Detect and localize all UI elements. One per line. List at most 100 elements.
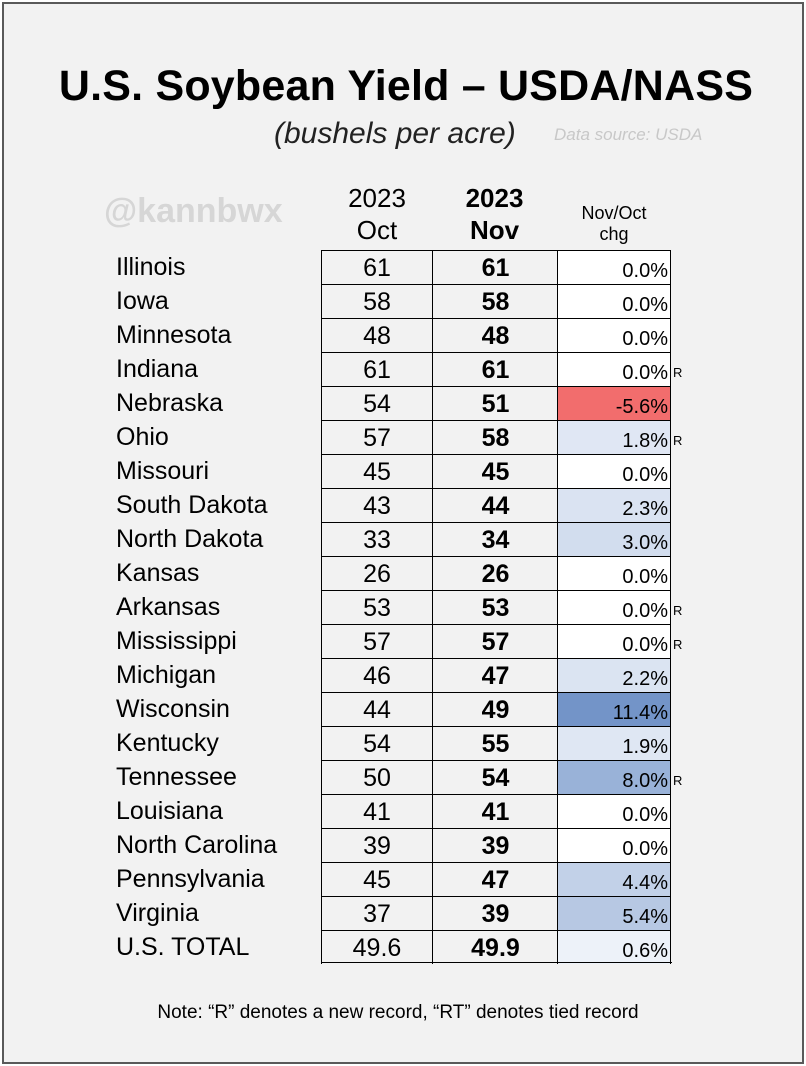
cell-change-pct: -5.6% [557,386,671,420]
cell-nov-yield: 47 [432,658,558,692]
table-row: Virginia 37 39 5.4% [0,896,700,930]
table-row: Illinois 61 61 0.0% [0,250,700,284]
cell-oct-yield: 37 [321,896,432,930]
table-row: Pennsylvania 45 47 4.4% [0,862,700,896]
column-header-nov-year: 2023 [465,183,524,213]
table-row: Iowa 58 58 0.0% [0,284,700,318]
cell-nov-yield: 39 [432,896,558,930]
cell-oct-yield: 43 [321,488,432,522]
cell-change-pct: 2.2% [557,658,671,692]
cell-oct-yield: 57 [321,624,432,658]
column-header-change-line1: Nov/Oct [581,203,647,223]
table-row: Mississippi 57 57 0.0% R [0,624,700,658]
cell-change-pct: 0.0% [557,352,671,386]
record-marker: R [673,433,683,448]
row-state-label: Nebraska [116,389,223,417]
cell-nov-yield: 47 [432,862,558,896]
cell-oct-yield: 45 [321,862,432,896]
row-state-label: Kentucky [116,729,219,757]
data-source-label: Data source: USDA [554,125,703,144]
cell-nov-yield: 44 [432,488,558,522]
table-row: Nebraska 54 51 -5.6% [0,386,700,420]
cell-change-pct: 0.0% [557,624,671,658]
table-row: North Carolina 39 39 0.0% [0,828,700,862]
row-state-label: U.S. TOTAL [116,933,250,961]
table-row: Michigan 46 47 2.2% [0,658,700,692]
row-state-label: Kansas [116,559,200,587]
table-row: North Dakota 33 34 3.0% [0,522,700,556]
cell-change-pct: 0.0% [557,794,671,828]
cell-change-pct: 0.0% [557,828,671,862]
table-row: Louisiana 41 41 0.0% [0,794,700,828]
row-state-label: North Dakota [116,525,264,553]
column-header-nov: 2023 Nov [432,182,557,246]
cell-change-pct: 11.4% [557,692,671,726]
cell-change-pct: 5.4% [557,896,671,930]
cell-oct-yield: 58 [321,284,432,318]
row-state-label: Ohio [116,423,169,451]
row-state-label: Iowa [116,287,169,315]
cell-nov-yield: 48 [432,318,558,352]
cell-nov-yield: 57 [432,624,558,658]
table-row: Minnesota 48 48 0.0% [0,318,700,352]
row-state-label: Pennsylvania [116,865,265,893]
cell-oct-yield: 26 [321,556,432,590]
cell-change-pct: 0.0% [557,318,671,352]
row-state-label: Arkansas [116,593,221,621]
cell-oct-yield: 41 [321,794,432,828]
author-handle-watermark: @kannbwx [104,192,283,230]
cell-nov-yield: 39 [432,828,558,862]
table-row: Kentucky 54 55 1.9% [0,726,700,760]
cell-oct-yield: 50 [321,760,432,794]
cell-nov-yield: 61 [432,352,558,386]
table-row: U.S. TOTAL 49.6 49.9 0.6% [0,930,700,964]
column-header-change: Nov/Oct chg [557,203,671,245]
row-state-label: Tennessee [116,763,237,791]
table-row: Missouri 45 45 0.0% [0,454,700,488]
cell-change-pct: 8.0% [557,760,671,794]
row-state-label: Illinois [116,253,186,281]
cell-oct-yield: 46 [321,658,432,692]
row-state-label: Virginia [116,899,199,927]
table-row: Tennessee 50 54 8.0% R [0,760,700,794]
cell-oct-yield: 53 [321,590,432,624]
cell-oct-yield: 61 [321,352,432,386]
cell-oct-yield: 33 [321,522,432,556]
cell-oct-yield: 48 [321,318,432,352]
cell-oct-yield: 54 [321,726,432,760]
cell-oct-yield: 45 [321,454,432,488]
cell-nov-yield: 58 [432,420,558,454]
record-marker: R [673,637,683,652]
cell-nov-yield: 41 [432,794,558,828]
cell-nov-yield: 55 [432,726,558,760]
row-state-label: Wisconsin [116,695,230,723]
table-row: Arkansas 53 53 0.0% R [0,590,700,624]
column-header-oct-month: Oct [356,215,398,245]
cell-change-pct: 2.3% [557,488,671,522]
footnote: Note: “R” denotes a new record, “RT” den… [157,1002,639,1023]
table-row: Indiana 61 61 0.0% R [0,352,700,386]
cell-change-pct: 0.0% [557,556,671,590]
record-marker: R [673,773,683,788]
cell-oct-yield: 61 [321,250,432,284]
row-state-label: South Dakota [116,491,268,519]
cell-nov-yield: 49.9 [432,930,558,964]
cell-change-pct: 1.8% [557,420,671,454]
row-state-label: Michigan [116,661,217,689]
column-header-change-line2: chg [599,224,629,244]
chart-subtitle: (bushels per acre) [274,117,516,150]
row-state-label: Mississippi [116,627,237,655]
row-state-label: Missouri [116,457,210,485]
cell-oct-yield: 57 [321,420,432,454]
cell-nov-yield: 54 [432,760,558,794]
table-row: Kansas 26 26 0.0% [0,556,700,590]
table-row: Wisconsin 44 49 11.4% [0,692,700,726]
cell-nov-yield: 51 [432,386,558,420]
chart-title: U.S. Soybean Yield – USDA/NASS [58,62,754,110]
row-state-label: Indiana [116,355,199,383]
table-row: South Dakota 43 44 2.3% [0,488,700,522]
cell-nov-yield: 58 [432,284,558,318]
column-header-nov-month: Nov [469,215,520,245]
column-header-oct: 2023 Oct [322,182,432,246]
cell-oct-yield: 54 [321,386,432,420]
